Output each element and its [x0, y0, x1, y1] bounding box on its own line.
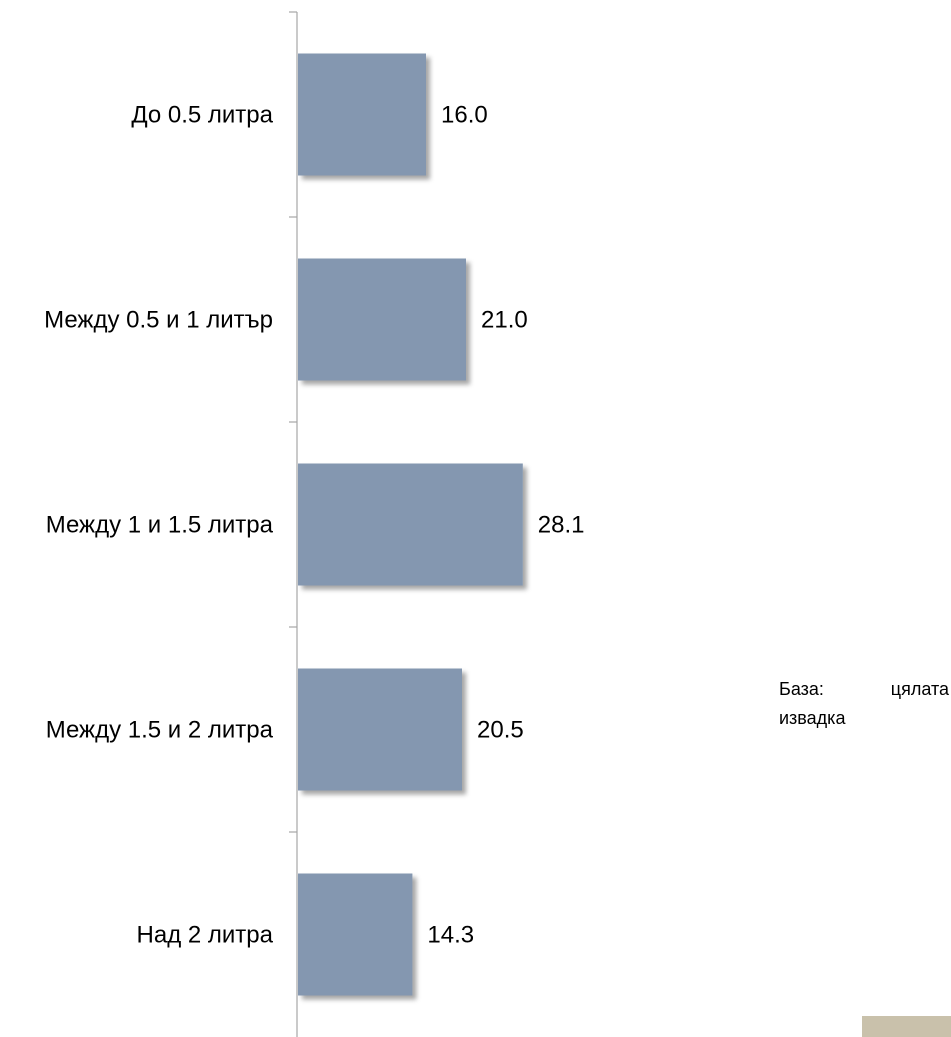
bar — [298, 873, 413, 996]
data-label: 21.0 — [481, 307, 528, 334]
labels: До 0.5 литра 16.0 Между 0.5 и 1 литър 21.0 М… — [44, 102, 584, 949]
bar — [298, 463, 523, 586]
category-label: До 0.5 литра — [131, 102, 273, 129]
data-label: 28.1 — [538, 512, 585, 539]
category-label: Между 1.5 и 2 литра — [46, 717, 274, 744]
base-note-word-1: База: — [779, 679, 824, 699]
category-axis — [289, 11, 298, 1037]
category-label: Между 1 и 1.5 литра — [46, 512, 274, 539]
base-note-word-2: цялата — [890, 679, 949, 699]
bar — [298, 668, 462, 791]
base-note: База: цялата извадка — [779, 675, 949, 733]
category-label: Над 2 литра — [137, 922, 274, 949]
data-label: 14.3 — [427, 922, 474, 949]
data-label: 16.0 — [441, 102, 488, 129]
data-label: 20.5 — [477, 717, 524, 744]
base-note-line-1: База: цялата — [779, 675, 949, 704]
category-label: Между 0.5 и 1 литър — [44, 307, 273, 334]
bar — [298, 53, 426, 176]
base-note-word-3: извадка — [779, 708, 846, 728]
bar — [298, 258, 466, 381]
bars — [298, 53, 523, 996]
corner-decoration — [862, 1016, 951, 1037]
